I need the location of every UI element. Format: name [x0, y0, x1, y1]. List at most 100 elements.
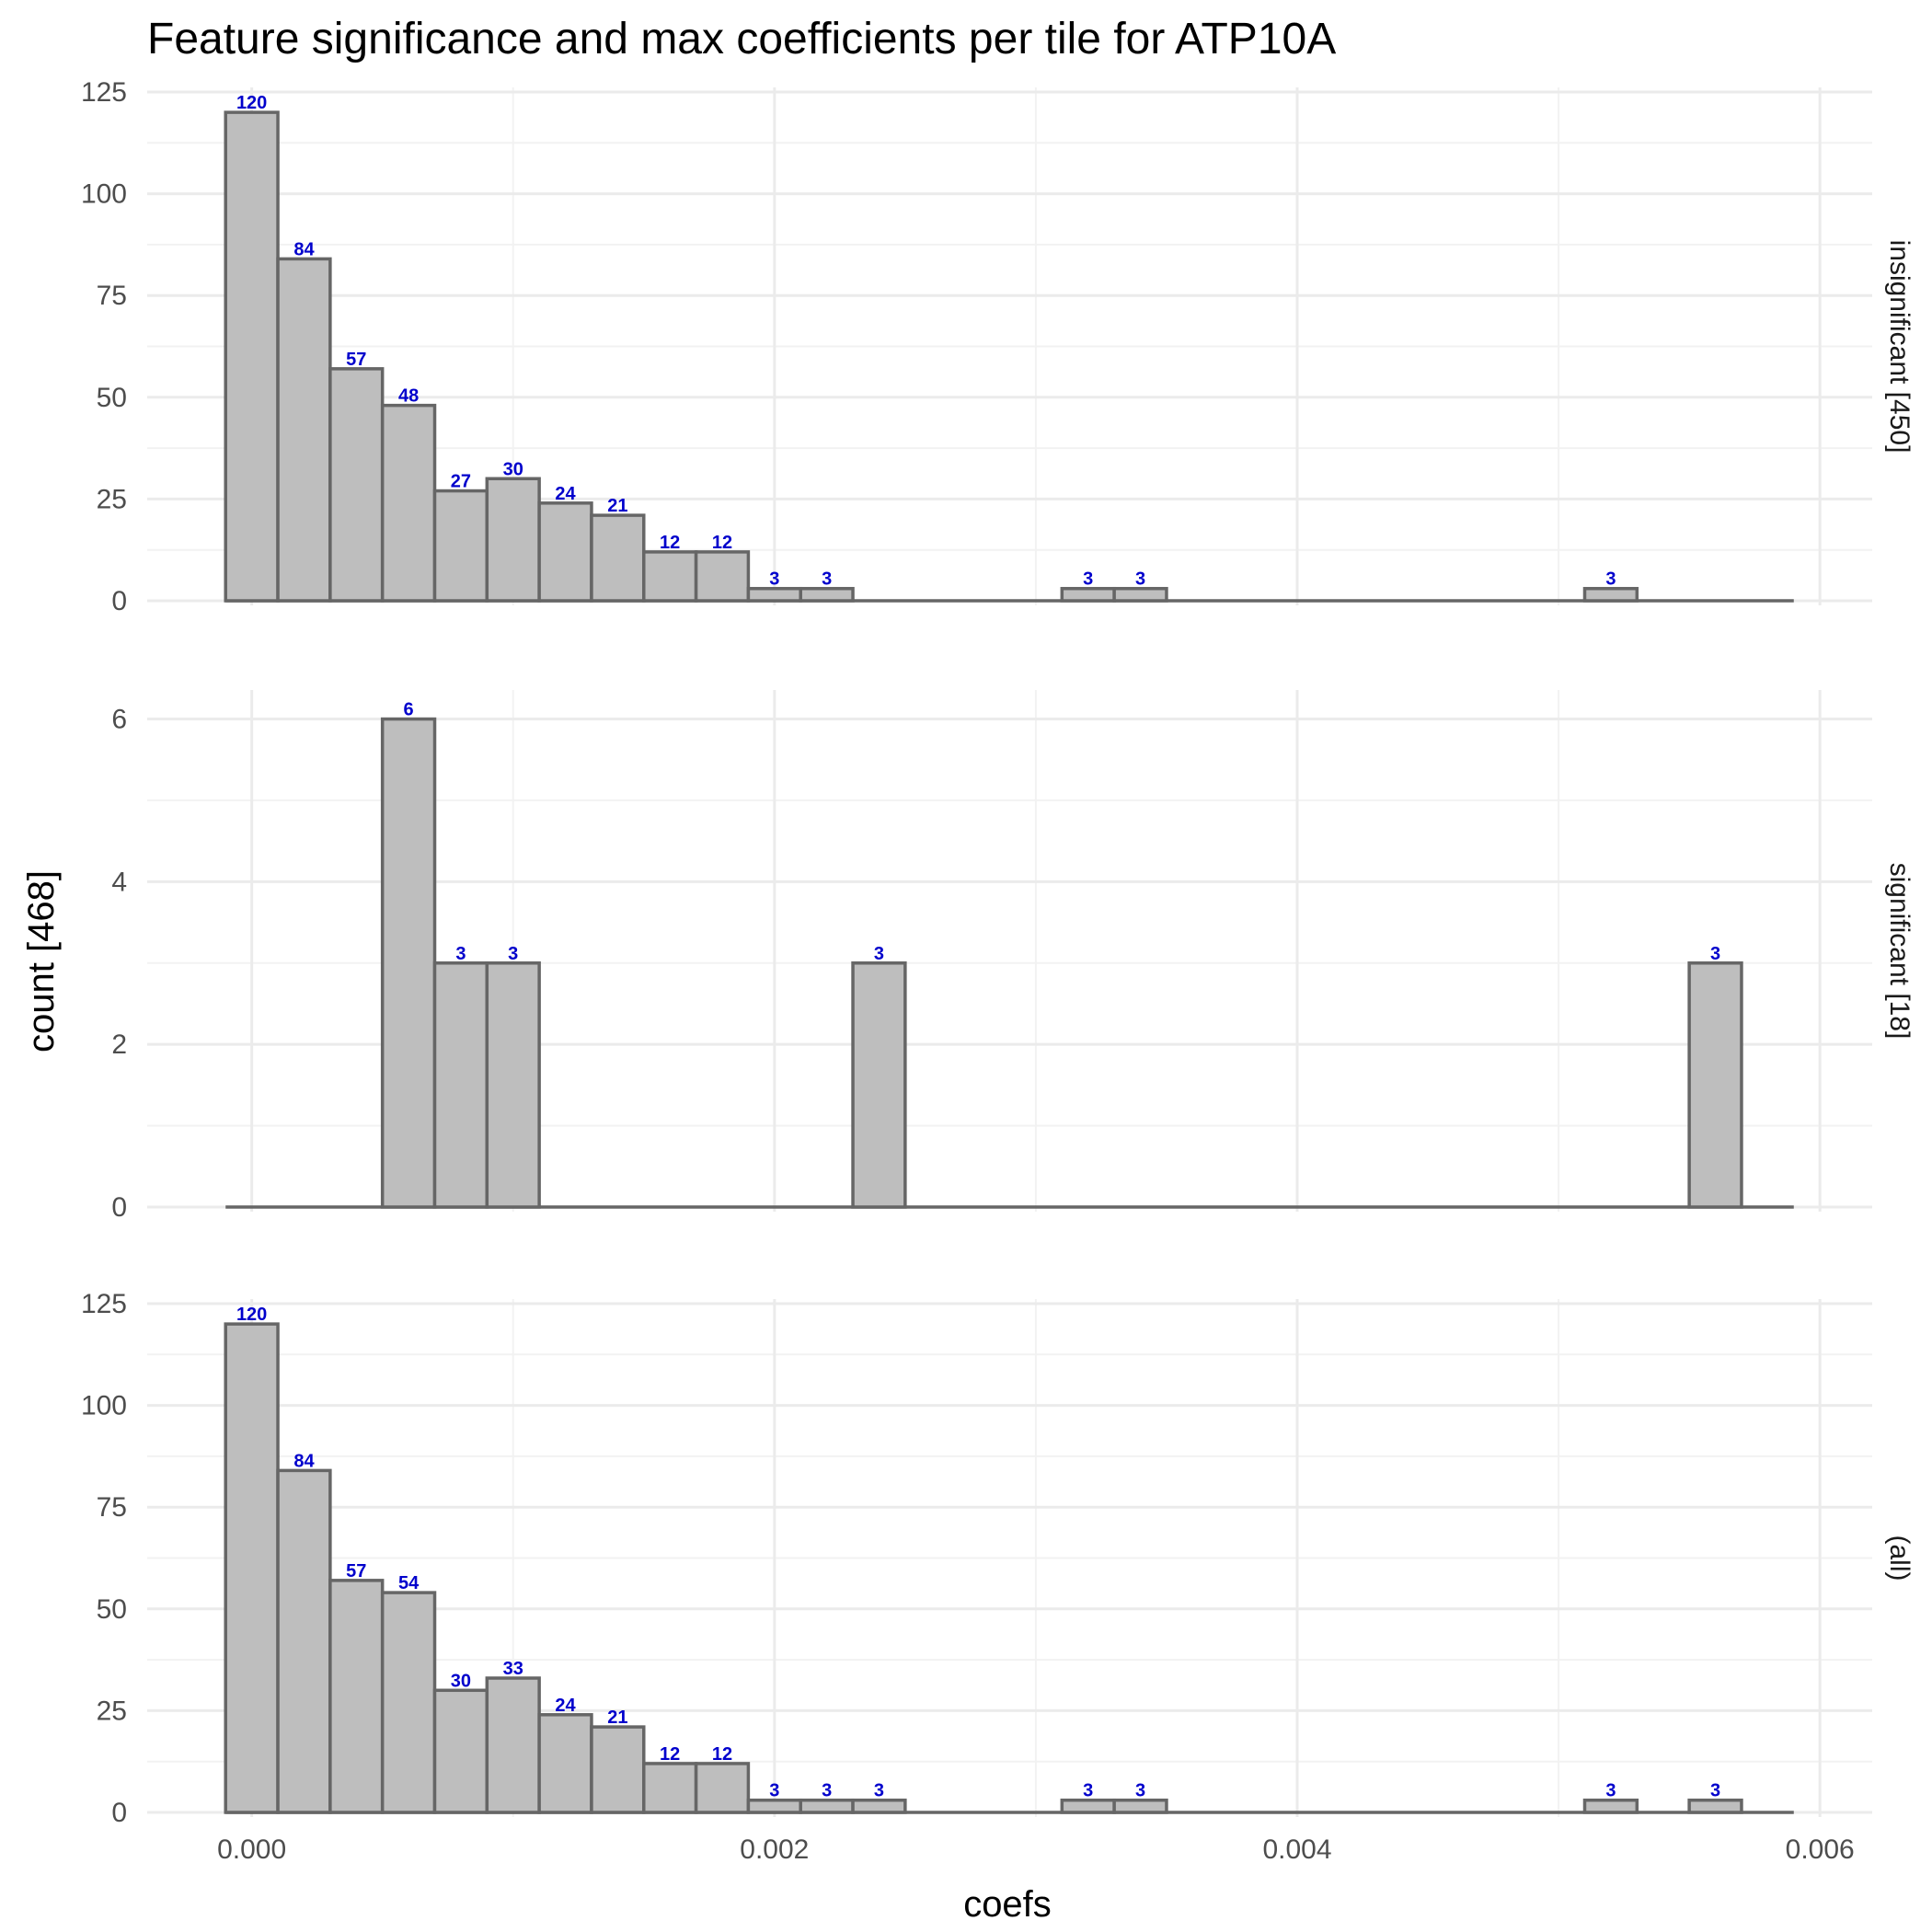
- bar-count-label: 33: [503, 1659, 523, 1679]
- bar-count-label: 3: [455, 944, 466, 964]
- histogram-bar: [642, 550, 698, 603]
- histogram-bar: [1112, 586, 1168, 603]
- bar-count-label: 84: [293, 239, 315, 259]
- histogram-bar: [432, 489, 489, 603]
- bar-count-label: 21: [607, 496, 627, 516]
- histogram-bar: [485, 477, 541, 603]
- histogram-bar: [694, 550, 751, 603]
- bar-count-label: 57: [346, 1561, 366, 1581]
- bar-count-label: 3: [1135, 1781, 1145, 1801]
- bar-count-label: 6: [404, 700, 414, 720]
- histogram-bar: [432, 961, 489, 1209]
- bar-count-label: 12: [712, 533, 732, 553]
- y-tick-label: 0: [111, 1192, 127, 1223]
- histogram-bar: [1060, 586, 1116, 603]
- bar-count-label: 12: [712, 1744, 732, 1765]
- bar-count-label: 3: [769, 569, 779, 590]
- facet-strip-label: insignificant [450]: [1884, 240, 1915, 454]
- histogram-bar: [1112, 1798, 1168, 1814]
- x-axis-title: coefs: [963, 1884, 1052, 1925]
- y-tick-label: 4: [111, 867, 127, 897]
- histogram-bar: [380, 403, 437, 603]
- bar-count-label: 12: [660, 1744, 680, 1765]
- y-axis-title: count [468]: [21, 870, 62, 1052]
- facet-strip-label: significant [18]: [1884, 863, 1915, 1040]
- bar-count-label: 21: [607, 1708, 627, 1728]
- histogram-bar: [537, 1713, 593, 1814]
- histogram-bar: [799, 586, 855, 603]
- y-tick-label: 75: [97, 281, 127, 311]
- bar-count-label: 120: [236, 1305, 267, 1325]
- bar-count-label: 30: [451, 1671, 471, 1691]
- histogram-bar: [485, 1676, 541, 1814]
- bar-count-label: 30: [503, 459, 523, 479]
- histogram-bar: [1582, 586, 1639, 603]
- y-tick-label: 25: [97, 1696, 127, 1726]
- bar-count-label: 3: [1605, 569, 1616, 590]
- histogram-bar: [851, 1798, 907, 1814]
- bar-count-label: 54: [398, 1573, 420, 1593]
- bar-count-label: 3: [874, 944, 884, 964]
- bar-count-label: 48: [398, 386, 419, 407]
- bar-count-label: 3: [508, 944, 518, 964]
- y-tick-label: 0: [111, 586, 127, 616]
- bar-count-label: 3: [822, 1781, 832, 1801]
- bar-count-label: 3: [822, 569, 832, 590]
- bar-count-label: 3: [769, 1781, 779, 1801]
- y-tick-label: 75: [97, 1492, 127, 1523]
- bar-count-label: 24: [555, 484, 576, 504]
- y-tick-label: 2: [111, 1029, 127, 1060]
- histogram-bar: [224, 1322, 280, 1814]
- histogram-bar: [485, 961, 541, 1209]
- bar-count-label: 3: [874, 1781, 884, 1801]
- panel-1: 0 25 50 75 100 125 120 84 57 48 27 30 24 21 12 12 3 3 3 3 3 i…: [81, 77, 1915, 616]
- y-tick-label: 100: [81, 1391, 127, 1421]
- histogram-bar: [694, 1762, 751, 1814]
- bar-count-label: 84: [293, 1451, 315, 1471]
- histogram-bar: [380, 1591, 437, 1814]
- bar-count-label: 3: [1710, 944, 1720, 964]
- histogram-bar: [328, 367, 385, 603]
- histogram-bar: [799, 1798, 855, 1814]
- bar-count-label: 12: [660, 533, 680, 553]
- bar-count-label: 57: [346, 350, 366, 370]
- x-tick-label: 0.006: [1786, 1834, 1855, 1865]
- histogram-bar: [1687, 1798, 1743, 1814]
- x-tick-label: 0.000: [217, 1834, 286, 1865]
- y-tick-label: 50: [97, 1594, 127, 1625]
- histogram-bar: [1060, 1798, 1116, 1814]
- bar-count-label: 3: [1605, 1781, 1616, 1801]
- bar-count-label: 3: [1710, 1781, 1720, 1801]
- y-tick-label: 125: [81, 1289, 127, 1319]
- histogram-bar: [851, 961, 907, 1209]
- y-tick-label: 0: [111, 1798, 127, 1828]
- histogram-bar: [276, 257, 332, 603]
- y-tick-label: 6: [111, 705, 127, 735]
- histogram-bar: [1582, 1798, 1639, 1814]
- bar-count-label: 3: [1135, 569, 1145, 590]
- bar-count-label: 3: [1083, 569, 1093, 590]
- histogram-bar: [224, 110, 280, 603]
- histogram-bar: [642, 1762, 698, 1814]
- histogram-bar: [328, 1579, 385, 1814]
- histogram-bar: [537, 501, 593, 603]
- chart-title: Feature significance and max coefficient…: [147, 15, 1336, 63]
- histogram-bar: [746, 586, 802, 603]
- histogram-bar: [276, 1468, 332, 1814]
- bar-count-label: 120: [236, 93, 267, 113]
- bar-count-label: 24: [555, 1696, 576, 1716]
- x-tick-label: 0.002: [740, 1834, 809, 1865]
- facet-strip-label: (all): [1884, 1535, 1915, 1581]
- bar-count-label: 3: [1083, 1781, 1093, 1801]
- histogram-bar: [590, 513, 646, 603]
- y-tick-label: 25: [97, 484, 127, 514]
- x-axis-ticks: 0.000 0.002 0.004 0.006: [217, 1834, 1855, 1865]
- y-tick-label: 50: [97, 383, 127, 413]
- histogram-bar: [432, 1688, 489, 1814]
- bar-count-label: 27: [451, 472, 471, 492]
- x-tick-label: 0.004: [1262, 1834, 1331, 1865]
- histogram-bar: [746, 1798, 802, 1814]
